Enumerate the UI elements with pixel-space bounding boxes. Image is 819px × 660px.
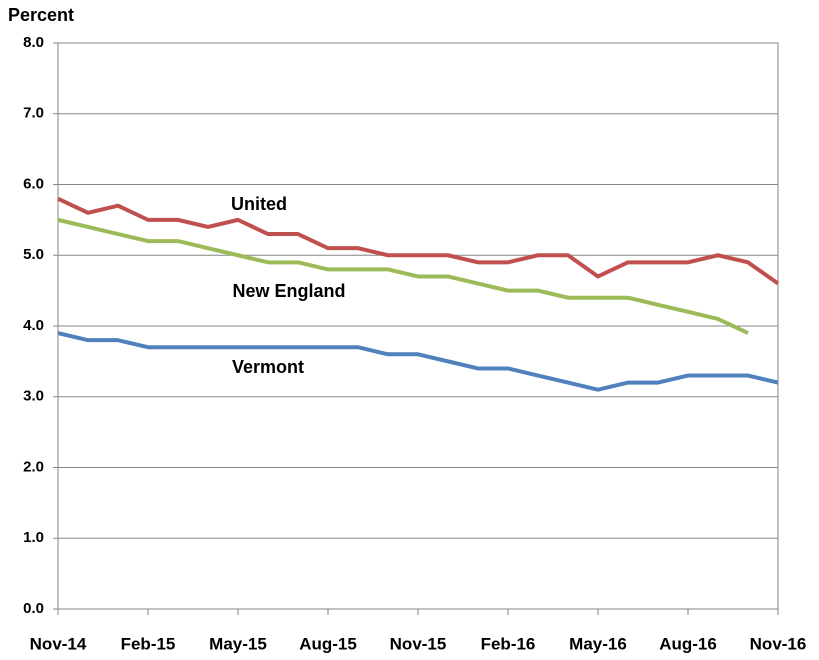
x-tick-label: Nov-15 (390, 634, 447, 653)
x-tick-label: Feb-15 (121, 634, 176, 653)
x-tick-label: May-15 (209, 634, 267, 653)
series-line (57, 217, 749, 335)
y-tick-label: 8.0 (23, 34, 44, 51)
y-tick-label: 2.0 (23, 458, 44, 475)
x-tick-label: Nov-16 (750, 634, 807, 653)
y-tick-label: 4.0 (23, 317, 44, 334)
x-tick-label: Feb-16 (481, 634, 536, 653)
series-line (57, 196, 780, 286)
x-tick-label: Aug-16 (659, 634, 717, 653)
y-tick-label: 1.0 (23, 529, 44, 546)
series-label: New England (232, 281, 345, 301)
x-tick-label: Aug-15 (299, 634, 357, 653)
series-label: Vermont (232, 357, 304, 377)
series-line (57, 331, 779, 392)
x-tick-label: May-16 (569, 634, 627, 653)
y-tick-label: 0.0 (23, 600, 44, 617)
x-tick-label: Nov-14 (30, 634, 87, 653)
y-tick-label: 5.0 (23, 246, 44, 263)
y-axis-label: Percent (8, 5, 74, 25)
series-label: United (231, 194, 287, 214)
y-tick-label: 6.0 (23, 175, 44, 192)
y-tick-label: 7.0 (23, 105, 44, 122)
y-tick-label: 3.0 (23, 388, 44, 405)
